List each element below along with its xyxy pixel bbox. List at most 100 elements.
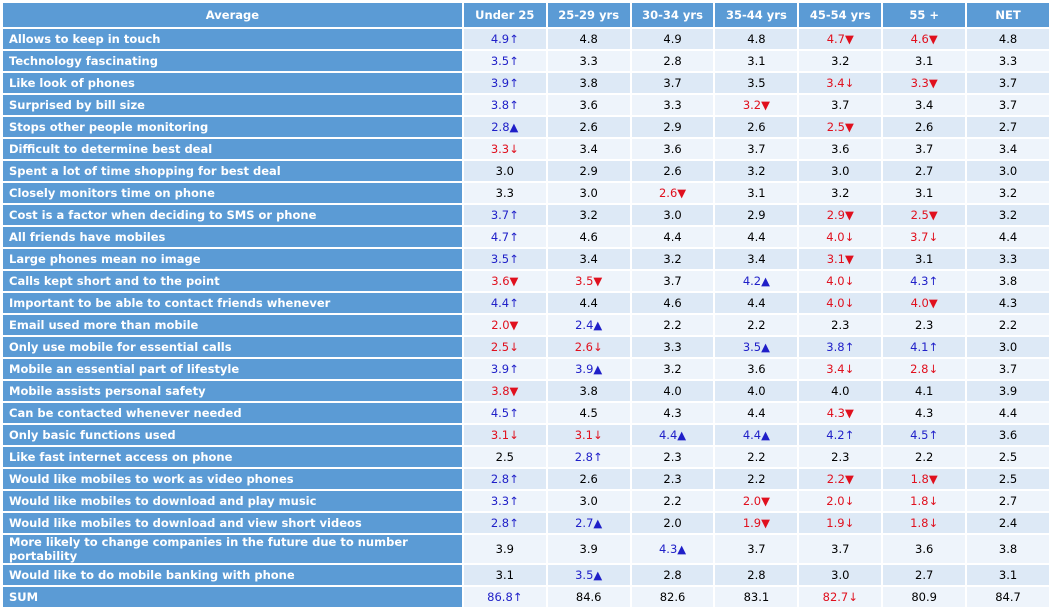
value-cell: 86.8↑	[463, 587, 546, 607]
value-cell: 2.5	[967, 469, 1049, 489]
value-cell: 3.1▼	[799, 249, 882, 269]
value-cell: 2.3	[799, 315, 882, 335]
value-cell: 2.4▲	[547, 315, 630, 335]
value-cell: 2.0	[631, 513, 714, 533]
value-cell: 4.5	[547, 403, 630, 423]
value-cell: 2.9	[631, 117, 714, 137]
value-cell: 3.3▼	[883, 73, 966, 93]
row-label: Spent a lot of time shopping for best de…	[3, 161, 462, 181]
value-cell: 4.0↓	[799, 293, 882, 313]
value-cell: 3.6	[883, 535, 966, 563]
row-label: Only use mobile for essential calls	[3, 337, 462, 357]
value-cell: 2.8↑	[463, 513, 546, 533]
column-header: 45-54 yrs	[799, 3, 882, 27]
value-cell: 2.9	[715, 205, 798, 225]
value-cell: 2.8↓	[883, 359, 966, 379]
value-cell: 4.3	[967, 293, 1049, 313]
row-label: Like fast internet access on phone	[3, 447, 462, 467]
value-cell: 4.8	[547, 29, 630, 49]
table-row: SUM 86.8↑ 84.6 82.6 83.1 82.7↓ 80.9 84.7	[3, 587, 1049, 607]
value-cell: 2.9	[547, 161, 630, 181]
value-cell: 3.8	[967, 271, 1049, 291]
column-header: NET	[967, 3, 1049, 27]
value-cell: 3.5▲	[547, 565, 630, 585]
value-cell: 3.1	[967, 565, 1049, 585]
value-cell: 4.4	[715, 403, 798, 423]
value-cell: 3.0	[799, 565, 882, 585]
value-cell: 84.6	[547, 587, 630, 607]
value-cell: 1.8↓	[883, 491, 966, 511]
value-cell: 4.2↑	[799, 425, 882, 445]
value-cell: 3.0	[547, 183, 630, 203]
row-label: Would like mobiles to download and view …	[3, 513, 462, 533]
value-cell: 3.0	[631, 205, 714, 225]
value-cell: 4.7↑	[463, 227, 546, 247]
row-label: Calls kept short and to the point	[3, 271, 462, 291]
value-cell: 3.9↑	[463, 73, 546, 93]
value-cell: 3.4	[547, 249, 630, 269]
value-cell: 4.0↓	[799, 271, 882, 291]
value-cell: 4.3	[883, 403, 966, 423]
value-cell: 3.7	[715, 139, 798, 159]
value-cell: 3.0	[799, 161, 882, 181]
value-cell: 4.0↓	[799, 227, 882, 247]
value-cell: 1.8▼	[883, 469, 966, 489]
value-cell: 3.7	[883, 139, 966, 159]
row-label: Email used more than mobile	[3, 315, 462, 335]
value-cell: 4.4	[547, 293, 630, 313]
row-label: Technology fascinating	[3, 51, 462, 71]
value-cell: 3.3	[967, 249, 1049, 269]
value-cell: 3.7	[799, 535, 882, 563]
table-row: All friends have mobiles 4.7↑ 4.6 4.4 4.4 4.0…	[3, 227, 1049, 247]
value-cell: 2.5	[967, 447, 1049, 467]
value-cell: 3.5↑	[463, 249, 546, 269]
value-cell: 3.3	[631, 337, 714, 357]
value-cell: 3.0	[547, 491, 630, 511]
value-cell: 2.6	[547, 117, 630, 137]
value-cell: 2.4	[967, 513, 1049, 533]
value-cell: 3.5▲	[715, 337, 798, 357]
table-row: More likely to change companies in the f…	[3, 535, 1049, 563]
value-cell: 3.7	[631, 73, 714, 93]
value-cell: 3.9▲	[547, 359, 630, 379]
table-row: Mobile assists personal safety 3.8▼ 3.8 4.0…	[3, 381, 1049, 401]
value-cell: 2.8	[631, 51, 714, 71]
value-cell: 1.9↓	[799, 513, 882, 533]
value-cell: 4.4	[631, 227, 714, 247]
row-label: SUM	[3, 587, 462, 607]
value-cell: 3.1↓	[463, 425, 546, 445]
value-cell: 4.1	[883, 381, 966, 401]
value-cell: 2.0↓	[799, 491, 882, 511]
table-row: Spent a lot of time shopping for best de…	[3, 161, 1049, 181]
value-cell: 2.2▼	[799, 469, 882, 489]
value-cell: 3.7↑	[463, 205, 546, 225]
value-cell: 3.3	[463, 183, 546, 203]
table-row: Technology fascinating 3.5↑ 3.3 2.8 3.1 3.2 3.…	[3, 51, 1049, 71]
value-cell: 2.6	[631, 161, 714, 181]
value-cell: 4.9	[631, 29, 714, 49]
value-cell: 2.8↑	[463, 469, 546, 489]
value-cell: 3.2	[547, 205, 630, 225]
value-cell: 3.1	[883, 249, 966, 269]
value-cell: 3.8	[547, 73, 630, 93]
value-cell: 82.7↓	[799, 587, 882, 607]
row-label: Difficult to determine best deal	[3, 139, 462, 159]
row-label: Would like mobiles to download and play …	[3, 491, 462, 511]
value-cell: 3.7	[967, 359, 1049, 379]
value-cell: 2.2	[715, 469, 798, 489]
value-cell: 2.2	[883, 447, 966, 467]
value-cell: 3.3	[631, 95, 714, 115]
value-cell: 4.4	[967, 227, 1049, 247]
value-cell: 2.2	[631, 315, 714, 335]
value-cell: 3.6	[547, 95, 630, 115]
value-cell: 1.9▼	[715, 513, 798, 533]
value-cell: 83.1	[715, 587, 798, 607]
value-cell: 4.2▲	[715, 271, 798, 291]
value-cell: 3.3↑	[463, 491, 546, 511]
value-cell: 2.8	[715, 565, 798, 585]
value-cell: 3.9↑	[463, 359, 546, 379]
value-cell: 3.8	[967, 535, 1049, 563]
value-cell: 3.4	[883, 95, 966, 115]
table-row: Like fast internet access on phone 2.5 2.8…	[3, 447, 1049, 467]
value-cell: 3.5▼	[547, 271, 630, 291]
